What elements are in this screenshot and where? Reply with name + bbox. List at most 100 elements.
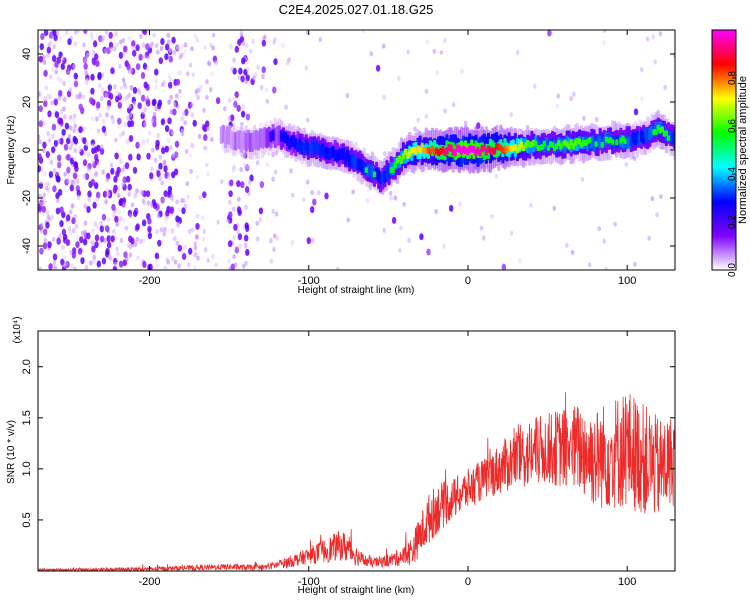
- noise-cell: [127, 183, 132, 191]
- noise-cell: [89, 260, 93, 266]
- noise-cell: [141, 42, 146, 48]
- noise-cell: [227, 240, 233, 248]
- noise-cell: [62, 106, 66, 112]
- noise-cell: [49, 40, 53, 46]
- noise-cell: [227, 258, 231, 264]
- noise-cell: [201, 236, 206, 242]
- noise-cell: [57, 161, 62, 169]
- noise-cell: [73, 72, 79, 80]
- noise-cell: [164, 216, 169, 222]
- noise-cell: [125, 175, 131, 183]
- spectrogram-y-tick-label: 40: [21, 48, 33, 60]
- spectrogram-x-tick-label: 100: [618, 275, 636, 287]
- noise-cell: [109, 162, 114, 168]
- noise-cell: [202, 191, 207, 199]
- noise-cell: [45, 185, 49, 191]
- noise-cell: [490, 213, 494, 219]
- noise-cell: [67, 133, 72, 139]
- noise-cell: [168, 81, 173, 89]
- noise-cell: [170, 228, 175, 234]
- noise-cell: [407, 237, 411, 243]
- ridge-cell: [393, 162, 397, 169]
- noise-cell: [195, 222, 200, 230]
- noise-cell: [419, 233, 424, 241]
- noise-cell: [310, 206, 315, 214]
- noise-cell: [83, 57, 87, 63]
- ridge-cell: [654, 129, 658, 136]
- snr-x-ticks: -200 -100 0 100: [138, 331, 636, 588]
- noise-cell: [131, 40, 136, 48]
- noise-cell: [82, 238, 88, 246]
- noise-cell: [139, 34, 143, 40]
- noise-cell: [216, 219, 220, 225]
- noise-cell: [39, 222, 44, 228]
- noise-cell: [145, 190, 151, 198]
- noise-cell: [285, 60, 290, 66]
- noise-cell: [565, 242, 569, 248]
- noise-cell: [252, 75, 256, 81]
- noise-cell: [127, 191, 131, 197]
- noise-cell: [481, 235, 486, 241]
- noise-cell: [227, 115, 232, 121]
- spectrogram-y-tick-label: 20: [21, 96, 33, 108]
- noise-cell: [231, 206, 236, 212]
- noise-cell: [232, 235, 236, 241]
- noise-cell: [211, 253, 215, 259]
- noise-cell: [232, 254, 236, 260]
- noise-cell: [190, 227, 195, 233]
- noise-cell: [189, 168, 193, 174]
- noise-cell: [397, 75, 401, 81]
- noise-cell: [345, 93, 350, 99]
- noise-cell: [52, 30, 57, 37]
- ridge-cell: [399, 158, 403, 165]
- noise-cell: [39, 201, 44, 207]
- noise-cell: [167, 39, 171, 45]
- snr-frame: [37, 330, 676, 572]
- noise-cell: [51, 236, 56, 242]
- noise-cell: [152, 32, 156, 38]
- noise-cell: [51, 123, 57, 131]
- noise-cell: [106, 99, 112, 107]
- colorbar-label: Normalized spectral amplitude: [737, 76, 749, 224]
- noise-cell: [175, 199, 179, 205]
- noise-cell: [105, 248, 110, 255]
- noise-cell: [206, 171, 210, 177]
- noise-cell: [248, 48, 253, 54]
- noise-cell: [38, 91, 41, 97]
- noise-cell: [443, 108, 447, 114]
- noise-cell: [95, 116, 99, 122]
- noise-cell: [141, 219, 147, 227]
- noise-cell: [83, 203, 88, 209]
- noise-cell: [90, 240, 95, 246]
- noise-cell: [128, 135, 134, 142]
- noise-cell: [241, 104, 246, 110]
- noise-cell: [46, 92, 50, 99]
- noise-cell: [91, 158, 95, 164]
- noise-cell: [181, 245, 185, 251]
- noise-cell: [570, 249, 575, 255]
- noise-cell: [552, 205, 557, 211]
- noise-cell: [228, 190, 233, 198]
- noise-cell: [509, 230, 514, 236]
- noise-cell: [101, 213, 107, 221]
- snr-y-tick-label: 2.0: [21, 359, 33, 374]
- noise-cell: [156, 132, 161, 139]
- noise-cell: [209, 87, 213, 93]
- noise-cell: [122, 176, 127, 184]
- ridge-cell: [401, 153, 406, 160]
- noise-cell: [382, 227, 387, 233]
- noise-cell: [435, 69, 440, 75]
- noise-cell: [85, 52, 90, 58]
- noise-cell: [640, 96, 644, 102]
- noise-cell: [160, 196, 165, 204]
- noise-cell: [229, 179, 234, 187]
- noise-cell: [211, 45, 215, 51]
- noise-cell: [289, 168, 293, 174]
- noise-cell: [259, 181, 265, 189]
- noise-cell: [96, 101, 101, 109]
- spectrogram-x-tick-label: -100: [298, 275, 320, 287]
- noise-cell: [84, 264, 89, 270]
- noise-cell: [142, 261, 147, 268]
- noise-cell: [69, 145, 73, 151]
- noise-cell: [109, 46, 113, 52]
